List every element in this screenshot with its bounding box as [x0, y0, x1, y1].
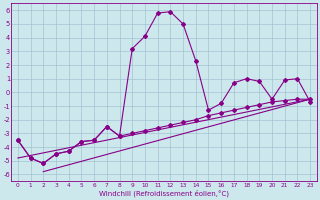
X-axis label: Windchill (Refroidissement éolien,°C): Windchill (Refroidissement éolien,°C) — [99, 189, 229, 197]
